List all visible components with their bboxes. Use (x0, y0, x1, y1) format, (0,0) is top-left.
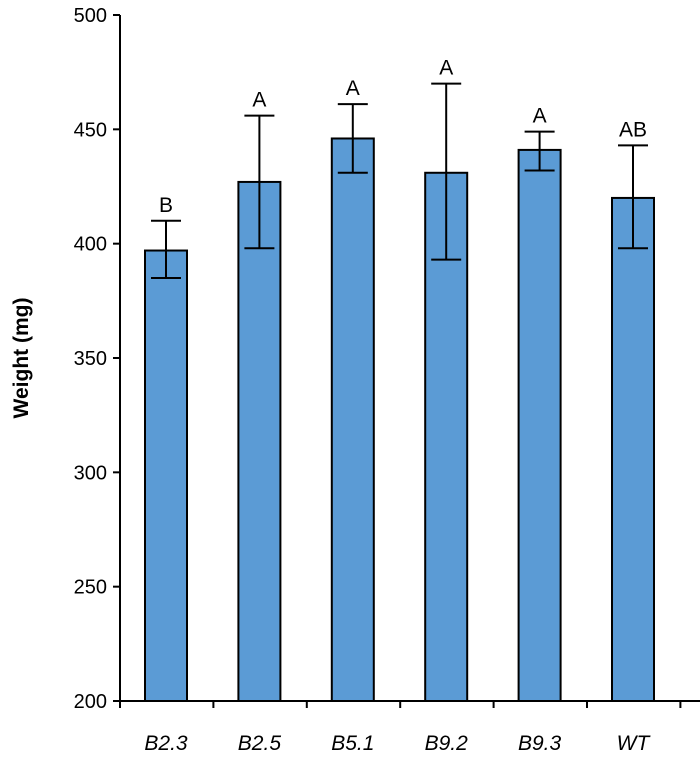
x-axis: B2.3 B2.5 B5.1 B9.2 B9.3 WT (119, 700, 700, 755)
y-tick-label: 500 (74, 5, 107, 27)
x-tick-label: WT (617, 732, 652, 755)
y-tick-label: 400 (74, 234, 107, 256)
bar (144, 249, 188, 702)
y-tick-label: 450 (74, 119, 107, 141)
bar (517, 148, 562, 702)
x-tick-label: B9.2 (425, 732, 469, 755)
significance-letter: A (439, 57, 453, 80)
significance-letter: AB (619, 118, 647, 141)
bar (237, 180, 282, 702)
significance-letter: B (159, 194, 173, 217)
x-tick-label: B2.3 (144, 732, 188, 755)
y-tick-label: 200 (74, 691, 107, 713)
x-tick-label: B9.3 (518, 732, 562, 755)
bar (424, 171, 469, 702)
bars (144, 137, 655, 703)
bar (330, 137, 375, 703)
significance-letter: A (533, 105, 547, 128)
significance-letter: A (252, 89, 266, 112)
y-tick-label: 350 (74, 348, 107, 370)
error-bars (151, 82, 648, 279)
y-tick-label: 300 (74, 462, 107, 484)
significance-letter: A (346, 77, 360, 100)
bar (611, 196, 655, 703)
significance-labels: B A A A A AB (159, 57, 647, 217)
y-axis: 200 250 300 350 400 450 500 (74, 5, 121, 713)
x-tick-label: B5.1 (331, 732, 374, 755)
y-axis-label: Weight (mg) (10, 298, 33, 419)
x-tick-label: B2.5 (238, 732, 282, 755)
y-tick-label: 250 (74, 577, 107, 599)
